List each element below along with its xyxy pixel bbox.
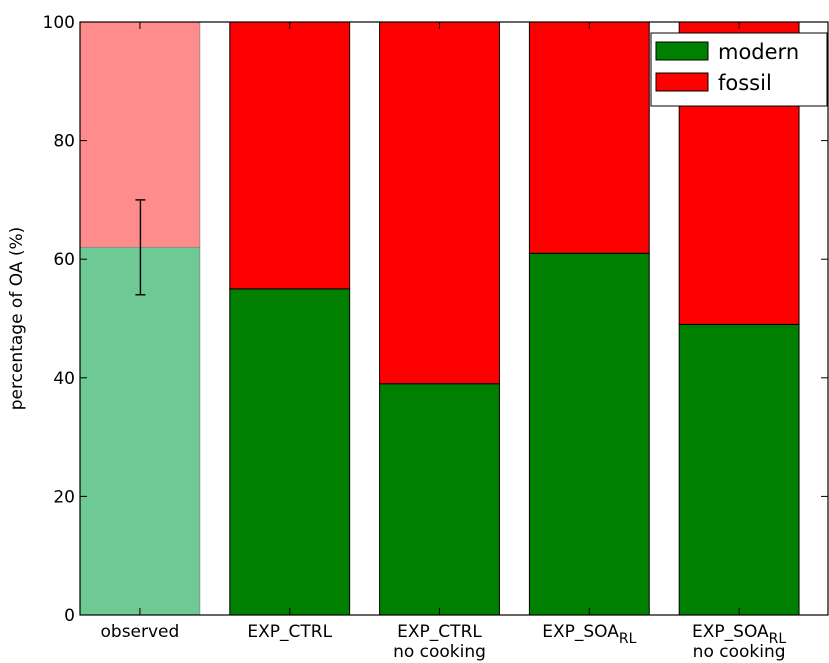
legend: modern fossil — [650, 32, 828, 107]
bar-modern-4 — [678, 323, 800, 616]
y-axis: 0 20 40 60 80 100 — [43, 13, 828, 626]
y-tick-label: 40 — [53, 369, 75, 389]
y-tick-label: 80 — [53, 132, 75, 152]
bars-layer — [79, 21, 800, 616]
x-tick-label-line2: no cooking — [393, 642, 486, 662]
bar-modern-2 — [379, 383, 500, 616]
legend-label-modern: modern — [718, 40, 799, 64]
bar-modern-0 — [79, 246, 201, 616]
y-tick-label: 0 — [64, 606, 75, 626]
bar-fossil-2 — [379, 21, 500, 385]
y-tick-label: 20 — [53, 487, 75, 507]
x-tick-label: EXP_SOARL — [542, 622, 636, 647]
y-axis-title: percentage of OA (%) — [7, 227, 27, 411]
x-tick-label-line2: no cooking — [693, 642, 786, 662]
plot-frame — [79, 21, 829, 616]
x-tick-label: EXP_CTRL — [247, 622, 332, 642]
legend-label-fossil: fossil — [718, 71, 772, 95]
bar-fossil-1 — [229, 21, 351, 290]
x-tick-label: EXP_SOARL — [692, 622, 786, 647]
bar-fossil-3 — [528, 21, 650, 254]
legend-swatch-modern — [655, 41, 709, 61]
x-tick-label: observed — [101, 622, 180, 642]
bar-modern-1 — [229, 288, 351, 616]
legend-swatch-fossil — [655, 72, 709, 92]
y-tick-label: 100 — [43, 13, 75, 33]
error-bar-layer — [135, 199, 146, 296]
bar-modern-3 — [528, 252, 650, 616]
x-tick-label: EXP_CTRL — [397, 622, 482, 642]
y-tick-label: 60 — [53, 250, 75, 270]
